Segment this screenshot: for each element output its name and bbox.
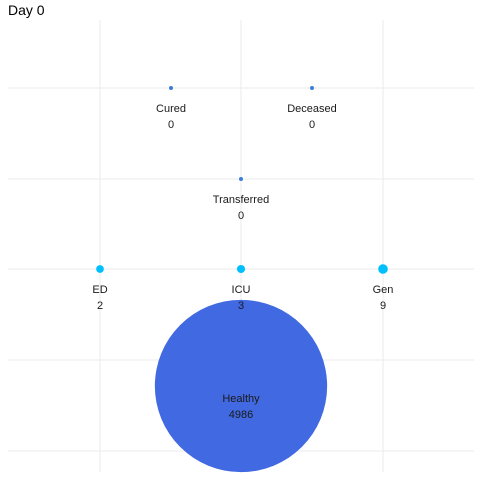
- node-value-gen: 9: [380, 300, 386, 312]
- node-value-deceased: 0: [309, 119, 315, 131]
- node-label-healthy: Healthy: [222, 393, 260, 405]
- node-label-cured: Cured: [156, 103, 186, 115]
- chart-title: Day 0: [8, 2, 45, 18]
- node-label-ed: ED: [92, 284, 107, 296]
- nodes: [96, 86, 388, 473]
- node-value-icu: 3: [238, 300, 244, 312]
- node-label-deceased: Deceased: [287, 103, 337, 115]
- node-healthy: [154, 299, 328, 473]
- node-labels: Cured 0 Deceased 0 Transferred 0 ED 2 ICU 3 Gen 9 He…: [92, 103, 393, 421]
- node-icu: [236, 264, 246, 274]
- node-value-cured: 0: [168, 119, 174, 131]
- node-value-transferred: 0: [238, 210, 244, 222]
- node-cured: [169, 86, 173, 90]
- node-value-ed: 2: [97, 300, 103, 312]
- node-deceased: [310, 86, 314, 90]
- node-ed: [96, 265, 104, 273]
- node-label-transferred: Transferred: [213, 194, 269, 206]
- node-label-gen: Gen: [373, 284, 394, 296]
- node-value-healthy: 4986: [229, 409, 253, 421]
- node-gen: [378, 264, 388, 274]
- node-label-icu: ICU: [232, 284, 251, 296]
- node-transferred: [239, 177, 243, 181]
